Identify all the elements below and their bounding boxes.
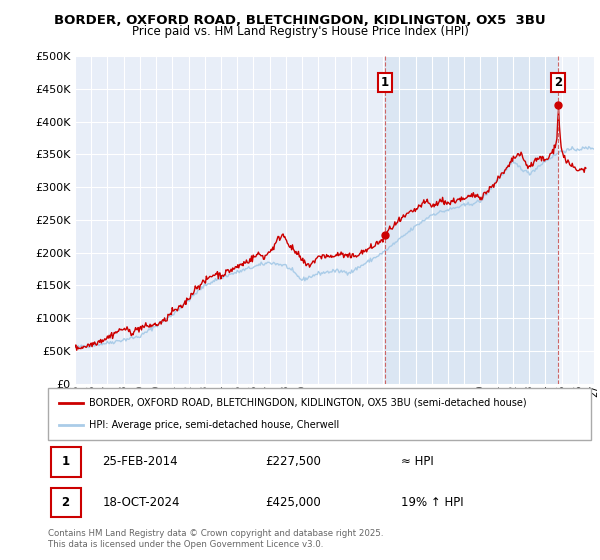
FancyBboxPatch shape bbox=[51, 488, 80, 517]
Text: ≈ HPI: ≈ HPI bbox=[401, 455, 434, 468]
Text: 19% ↑ HPI: 19% ↑ HPI bbox=[401, 496, 464, 509]
Text: £425,000: £425,000 bbox=[265, 496, 321, 509]
Text: 18-OCT-2024: 18-OCT-2024 bbox=[103, 496, 180, 509]
Text: 2: 2 bbox=[62, 496, 70, 509]
Bar bbox=[559, 56, 594, 384]
Text: BORDER, OXFORD ROAD, BLETCHINGDON, KIDLINGTON, OX5  3BU: BORDER, OXFORD ROAD, BLETCHINGDON, KIDLI… bbox=[54, 14, 546, 27]
Text: HPI: Average price, semi-detached house, Cherwell: HPI: Average price, semi-detached house,… bbox=[89, 420, 339, 430]
Text: 2: 2 bbox=[554, 76, 562, 88]
Text: Contains HM Land Registry data © Crown copyright and database right 2025.
This d: Contains HM Land Registry data © Crown c… bbox=[48, 529, 383, 549]
Text: 1: 1 bbox=[62, 455, 70, 468]
Text: 1: 1 bbox=[381, 76, 389, 88]
Text: £227,500: £227,500 bbox=[265, 455, 321, 468]
Bar bbox=[385, 56, 559, 384]
FancyBboxPatch shape bbox=[48, 388, 591, 440]
Text: Price paid vs. HM Land Registry's House Price Index (HPI): Price paid vs. HM Land Registry's House … bbox=[131, 25, 469, 38]
FancyBboxPatch shape bbox=[51, 447, 80, 477]
Bar bbox=[559, 56, 594, 384]
Text: 25-FEB-2014: 25-FEB-2014 bbox=[103, 455, 178, 468]
Text: BORDER, OXFORD ROAD, BLETCHINGDON, KIDLINGTON, OX5 3BU (semi-detached house): BORDER, OXFORD ROAD, BLETCHINGDON, KIDLI… bbox=[89, 398, 526, 408]
